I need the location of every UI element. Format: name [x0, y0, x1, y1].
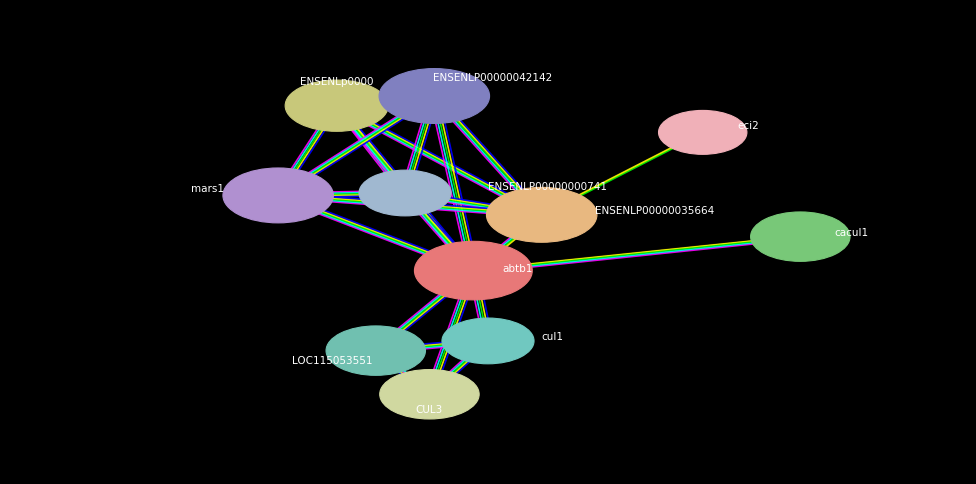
Text: CUL3: CUL3	[416, 404, 443, 414]
Text: mars1: mars1	[191, 184, 224, 194]
Circle shape	[659, 111, 747, 155]
Circle shape	[285, 81, 388, 132]
Circle shape	[415, 242, 532, 300]
Circle shape	[380, 370, 479, 419]
Text: ENSENLp0000: ENSENLp0000	[300, 77, 374, 87]
Circle shape	[326, 326, 426, 376]
Circle shape	[379, 69, 490, 124]
Circle shape	[486, 188, 597, 243]
Circle shape	[359, 171, 451, 216]
Circle shape	[223, 168, 334, 224]
Circle shape	[442, 318, 534, 364]
Text: eci2: eci2	[737, 121, 758, 131]
Text: abtb1: abtb1	[503, 264, 533, 273]
Text: cul1: cul1	[542, 332, 564, 341]
Text: LOC115053551: LOC115053551	[292, 356, 372, 365]
Text: cacul1: cacul1	[834, 227, 869, 237]
Text: ENSENLP00000035664: ENSENLP00000035664	[595, 206, 714, 215]
Circle shape	[751, 212, 850, 262]
Text: ENSENLP00000042142: ENSENLP00000042142	[433, 73, 552, 82]
Text: ENSENLP00000000741: ENSENLP00000000741	[488, 182, 607, 191]
